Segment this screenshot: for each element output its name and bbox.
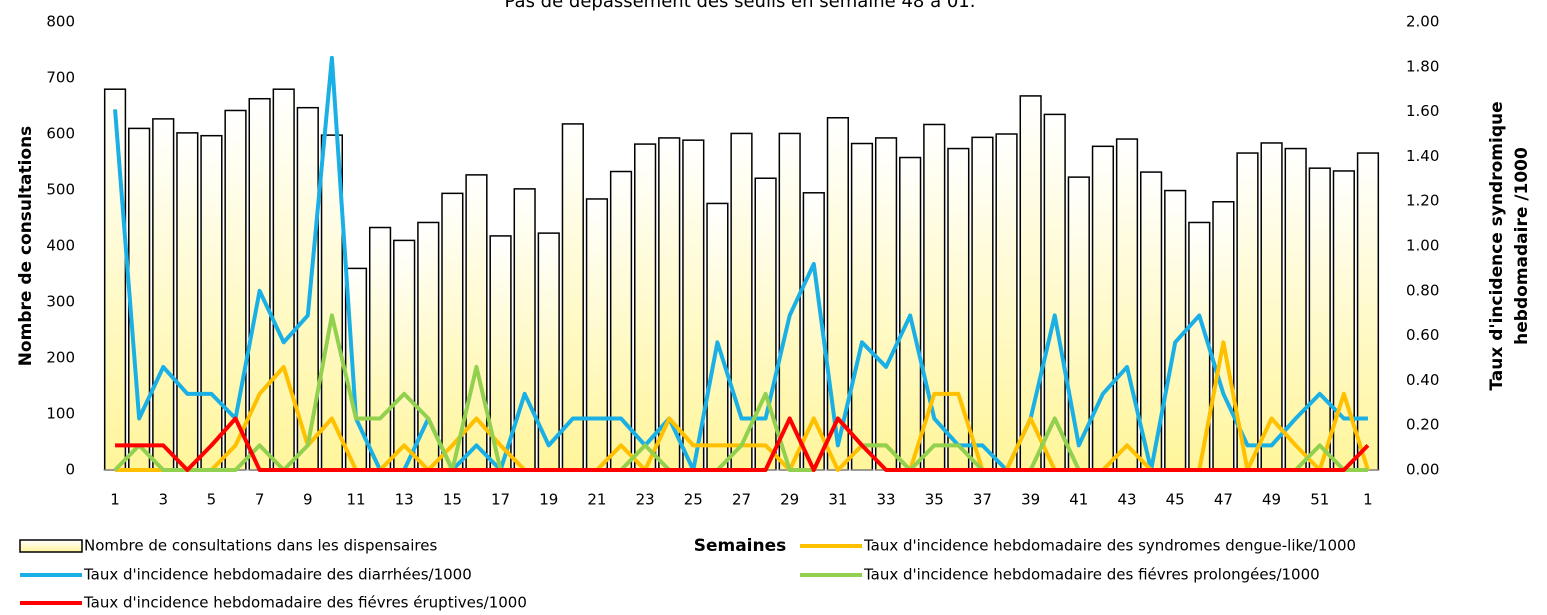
- x-axis-label: Semaines: [694, 536, 787, 556]
- bar: [1308, 167, 1331, 471]
- bar: [103, 88, 127, 471]
- legend-swatch: [19, 539, 83, 553]
- x-tick-label: 43: [1117, 491, 1136, 509]
- line: [113, 55, 1368, 472]
- x-tick-label: 15: [443, 491, 462, 509]
- y-tick-label: 200: [46, 349, 75, 367]
- y2-axis-label: Taux d'incidence syndromique: [1487, 101, 1507, 390]
- y2-tick-label: 0.60: [1406, 326, 1439, 344]
- bar: [393, 239, 416, 471]
- bar: [248, 97, 271, 471]
- bar: [585, 198, 609, 471]
- y2-tick-label: 0.00: [1406, 461, 1439, 479]
- bar: [200, 134, 223, 471]
- legend-label: Taux d'incidence hebdomadaire des fiévre…: [83, 594, 527, 612]
- y2-tick-label: 0.40: [1406, 371, 1439, 389]
- x-tick-label: 13: [395, 491, 414, 509]
- y-tick-label: 300: [46, 293, 75, 311]
- y2-tick-label: 1.80: [1406, 57, 1439, 75]
- y-tick-label: 0: [65, 461, 75, 479]
- x-tick-label: 9: [303, 491, 313, 509]
- y2-tick-label: 1.00: [1406, 237, 1439, 255]
- bar: [995, 133, 1018, 471]
- x-tick-label: 33: [877, 491, 896, 509]
- x-tick-label: 1: [1363, 491, 1373, 509]
- y2-tick-label: 2.00: [1406, 13, 1439, 31]
- y-tick-label: 600: [46, 125, 75, 143]
- bar: [1212, 201, 1235, 471]
- y-tick-label: 500: [46, 181, 75, 199]
- x-tick-label: 31: [828, 491, 847, 509]
- x-tick-label: 23: [636, 491, 655, 509]
- bar: [1332, 170, 1355, 471]
- x-tick-label: 17: [491, 491, 510, 509]
- x-tick-label: 3: [158, 491, 168, 509]
- x-tick-label: 27: [732, 491, 751, 509]
- x-tick-label: 25: [684, 491, 703, 509]
- y-tick-label: 800: [46, 13, 75, 31]
- bar: [634, 143, 657, 471]
- y-tick-label: 700: [46, 69, 75, 87]
- bar: [682, 139, 705, 471]
- y2-tick-label: 1.60: [1406, 102, 1439, 120]
- bar: [176, 132, 199, 471]
- y-tick-label: 400: [46, 237, 75, 255]
- x-tick-label: 11: [346, 491, 365, 509]
- legend-label: Taux d'incidence hebdomadaire des diarrh…: [83, 566, 472, 584]
- y2-tick-label: 1.40: [1406, 147, 1439, 165]
- x-tick-label: 47: [1214, 491, 1233, 509]
- y2-axis-label: hebdomadaire /1000: [1512, 147, 1532, 345]
- bar: [1115, 138, 1139, 471]
- legend-label: Nombre de consultations dans les dispens…: [84, 537, 437, 555]
- x-tick-label: 19: [539, 491, 558, 509]
- bar: [706, 202, 729, 471]
- bar: [1091, 145, 1115, 471]
- x-tick-label: 21: [587, 491, 606, 509]
- x-tick-label: 1: [110, 491, 120, 509]
- bar: [754, 177, 777, 471]
- x-tick-label: 51: [1310, 491, 1329, 509]
- legend-label: Taux d'incidence hebdomadaire des fiévre…: [863, 566, 1320, 584]
- x-tick-label: 35: [925, 491, 944, 509]
- bar: [513, 188, 536, 471]
- bar: [368, 226, 392, 471]
- y2-tick-label: 0.80: [1406, 281, 1439, 299]
- bar: [971, 136, 994, 471]
- x-tick-label: 37: [973, 491, 992, 509]
- x-tick-label: 45: [1166, 491, 1185, 509]
- bar: [1164, 189, 1187, 471]
- bar: [1284, 147, 1307, 471]
- x-tick-label: 49: [1262, 491, 1281, 509]
- y-tick-label: 100: [46, 405, 75, 423]
- bar: [272, 88, 295, 471]
- bar: [874, 137, 898, 471]
- legend-label: Taux d'incidence hebdomadaire des syndro…: [863, 537, 1356, 555]
- bar: [850, 142, 874, 471]
- x-tick-label: 41: [1069, 491, 1088, 509]
- x-tick-label: 39: [1021, 491, 1040, 509]
- bar: [152, 118, 175, 471]
- y2-tick-label: 1.20: [1406, 192, 1439, 210]
- y-axis-label: Nombre de consultations: [16, 126, 36, 367]
- x-tick-label: 7: [255, 491, 265, 509]
- chart-title: Pas de dépassement des seuils en semaine…: [505, 0, 976, 12]
- y2-tick-label: 0.20: [1406, 416, 1439, 434]
- bar: [1356, 152, 1380, 471]
- line: [115, 416, 1370, 472]
- bar: [441, 192, 464, 471]
- x-tick-label: 5: [207, 491, 217, 509]
- x-tick-label: 29: [780, 491, 799, 509]
